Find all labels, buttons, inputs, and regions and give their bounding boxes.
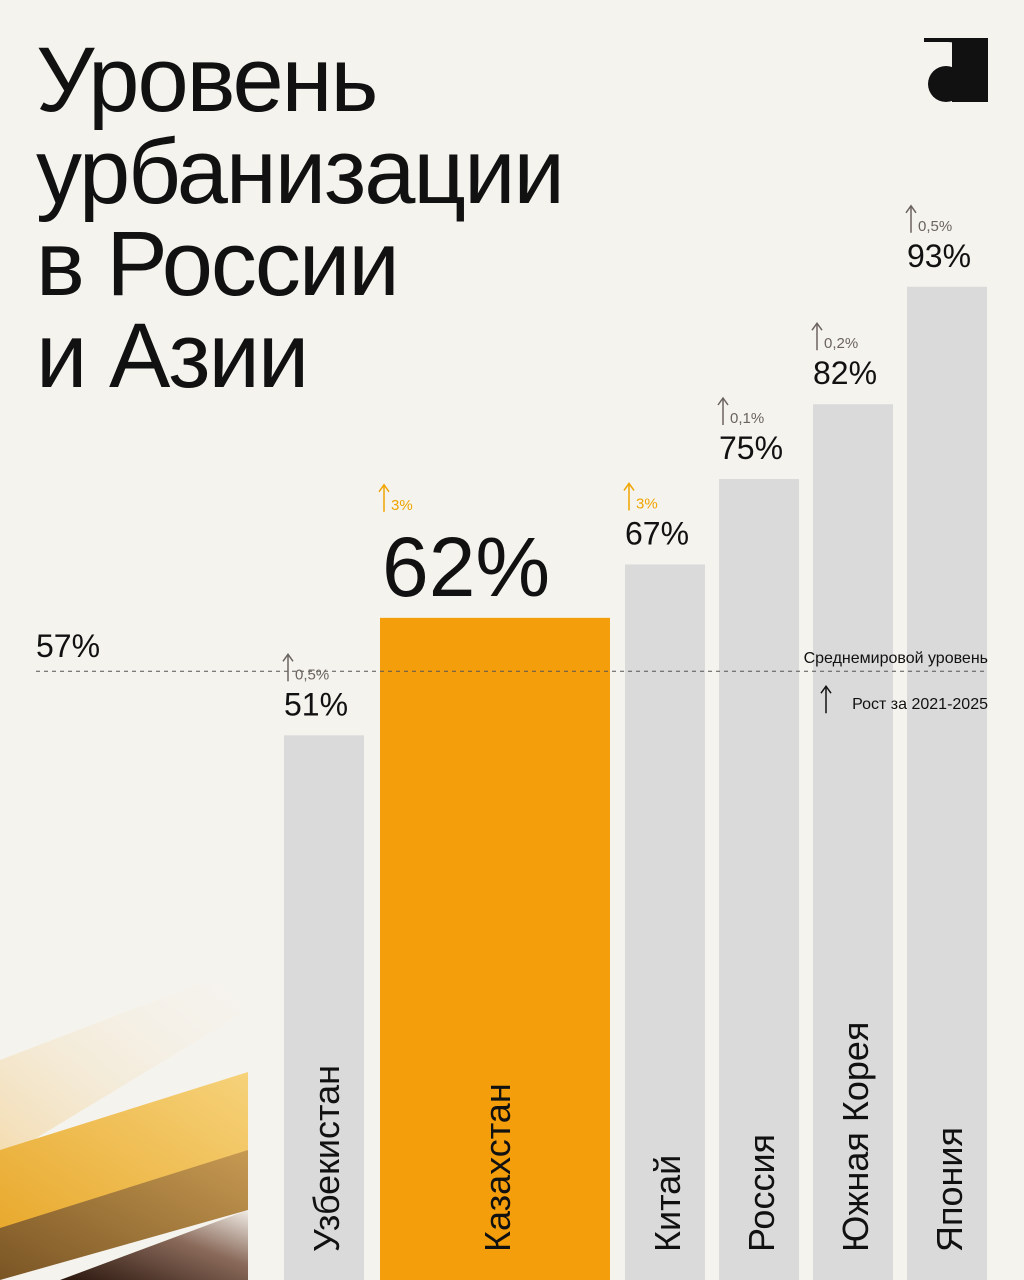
growth-label-3: 0,1% bbox=[730, 410, 764, 427]
growth-indicator-1: 3% bbox=[378, 483, 413, 514]
category-label-3: Россия bbox=[741, 1134, 782, 1252]
growth-label-2: 3% bbox=[636, 495, 658, 512]
title-line-2: урбанизации bbox=[36, 121, 565, 223]
bar-0 bbox=[284, 735, 364, 1280]
growth-legend-label: Рост за 2021-2025 bbox=[852, 696, 988, 713]
growth-label-0: 0,5% bbox=[295, 666, 329, 683]
value-label-0: 51% bbox=[284, 686, 348, 722]
growth-label-4: 0,2% bbox=[824, 335, 858, 352]
category-label-0: Узбекистан bbox=[306, 1065, 347, 1252]
brand-logo-icon bbox=[924, 38, 988, 102]
bar-2 bbox=[625, 564, 705, 1280]
category-label-4: Южная Корея bbox=[835, 1022, 876, 1252]
bar-5 bbox=[907, 286, 987, 1280]
growth-indicator-0: 0,5% bbox=[282, 653, 329, 683]
growth-legend: Рост за 2021-2025 bbox=[820, 684, 988, 714]
reference-line-group: 57% Среднемировой уровень Рост за 2021-202… bbox=[36, 628, 988, 714]
title-line-4: и Азии bbox=[36, 305, 309, 407]
bar-4 bbox=[813, 404, 893, 1280]
category-label-1: Казахстан bbox=[477, 1083, 518, 1252]
value-label-1: 62% bbox=[382, 520, 550, 614]
category-label-2: Китай bbox=[647, 1155, 688, 1252]
growth-indicator-2: 3% bbox=[623, 482, 658, 512]
growth-indicator-5: 0,5% bbox=[905, 204, 952, 235]
title-line-3: в России bbox=[36, 213, 400, 315]
value-label-3: 75% bbox=[719, 430, 783, 466]
growth-label-5: 0,5% bbox=[918, 218, 952, 235]
growth-label-1: 3% bbox=[391, 497, 413, 514]
decorative-rays bbox=[0, 965, 248, 1280]
reference-line-label: Среднемировой уровень bbox=[804, 650, 988, 667]
value-label-4: 82% bbox=[813, 355, 877, 391]
title-line-1: Уровень bbox=[36, 29, 378, 131]
bar-1 bbox=[380, 617, 610, 1280]
value-label-2: 67% bbox=[625, 515, 689, 551]
labels-group: Узбекистан 51% 0,5% Казахстан 62% 3% Китай 67% 3… bbox=[282, 204, 971, 1252]
growth-indicator-4: 0,2% bbox=[811, 321, 858, 352]
chart-title: Уровень урбанизации в России и Азии bbox=[36, 29, 565, 407]
bar-3 bbox=[719, 479, 799, 1280]
reference-value-label: 57% bbox=[36, 628, 100, 664]
growth-indicator-3: 0,1% bbox=[717, 396, 764, 427]
bars-group bbox=[284, 286, 987, 1280]
category-label-5: Япония bbox=[929, 1127, 970, 1252]
value-label-5: 93% bbox=[907, 238, 971, 274]
